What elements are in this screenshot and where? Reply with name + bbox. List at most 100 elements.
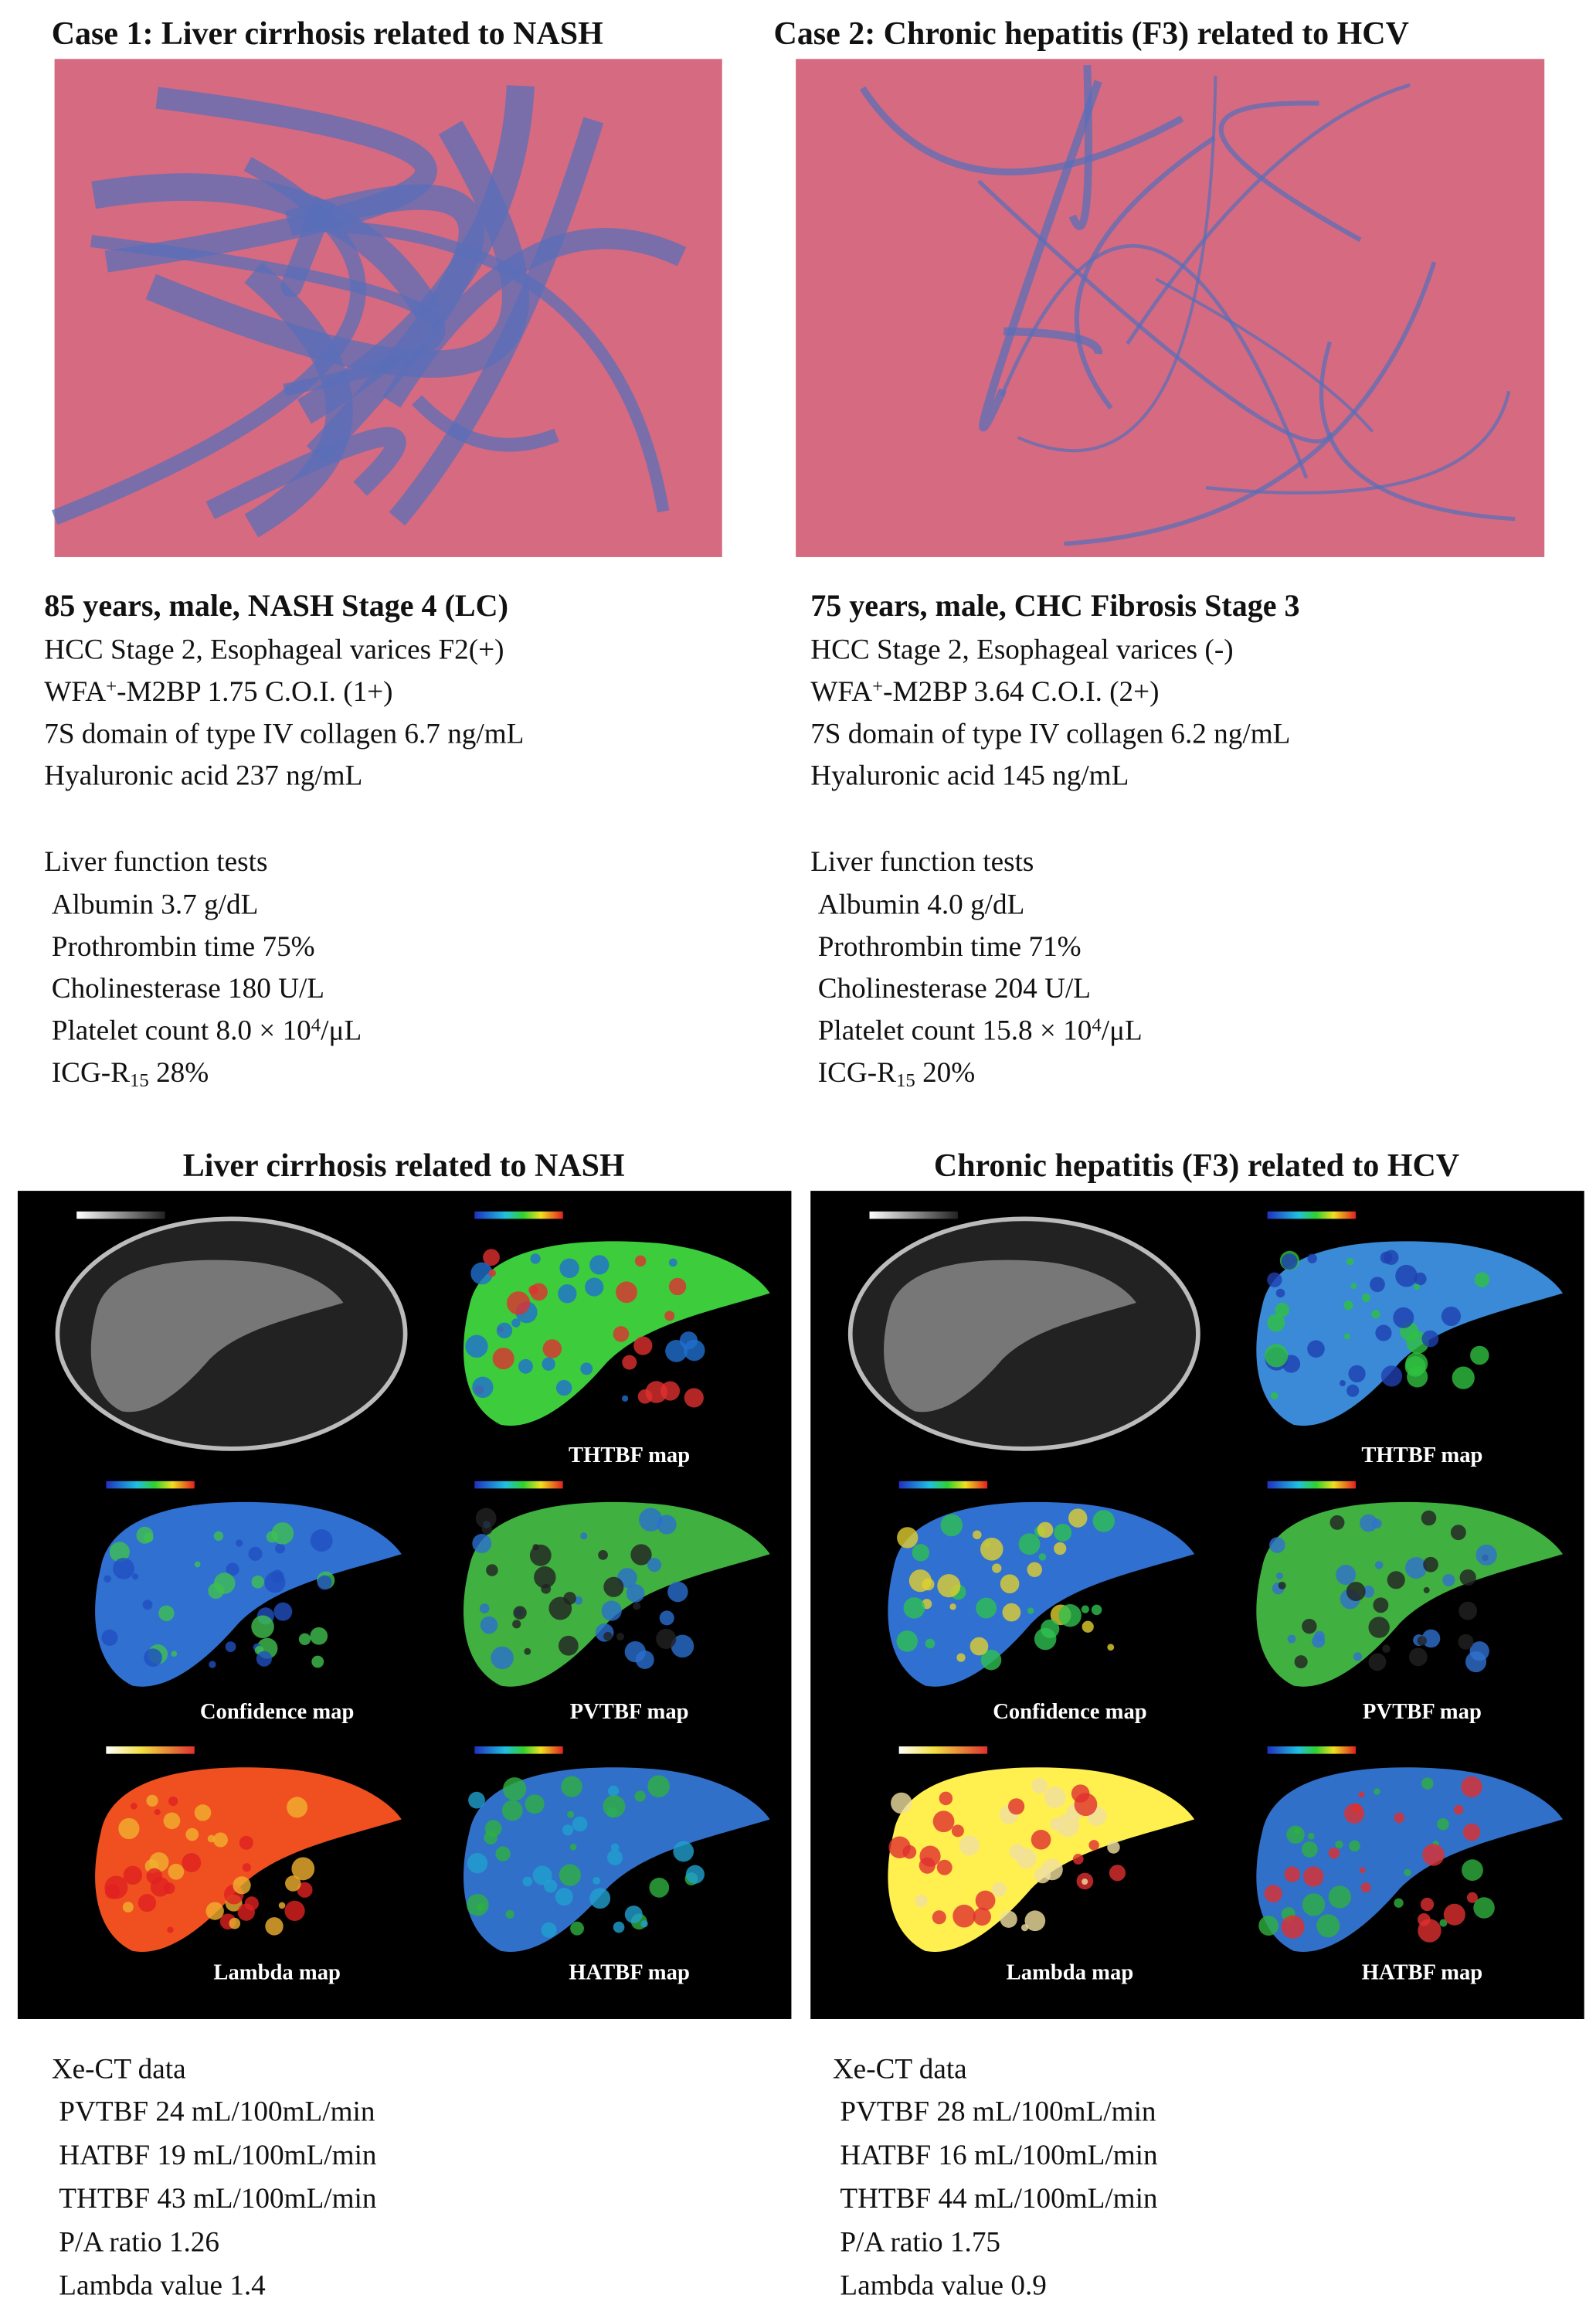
xe-line: PVTBF 28 mL/100mL/min	[840, 2096, 1156, 2128]
map-speckle	[1038, 1553, 1047, 1561]
map-speckle	[603, 1795, 626, 1818]
text-segment: 7S domain of type IV collagen 6.7 ng/mL	[44, 718, 524, 750]
text-segment: -M2BP 3.64 C.O.I. (2+)	[883, 676, 1159, 708]
map-speckle	[168, 1796, 178, 1807]
map-speckle	[168, 1863, 185, 1880]
map-speckle	[1008, 1798, 1025, 1815]
map-speckle	[1301, 1841, 1318, 1858]
map-speckle	[248, 1546, 263, 1561]
map-speckle	[634, 1790, 646, 1802]
map-speckle	[656, 1628, 677, 1649]
map-speckle	[182, 1853, 202, 1872]
text-segment: 4	[311, 1015, 321, 1035]
map-speckle	[467, 1852, 488, 1874]
map-speckle	[1465, 1651, 1487, 1673]
map-speckle	[639, 1508, 663, 1532]
map-speckle	[953, 1904, 976, 1928]
map-speckle	[1349, 1840, 1360, 1852]
map-speckle	[1452, 1366, 1475, 1389]
map-speckle	[1360, 1514, 1377, 1532]
text-segment: WFA	[810, 676, 872, 708]
map-speckle	[903, 1597, 925, 1619]
fibrosis-band	[1003, 327, 1103, 355]
map-speckle	[205, 1902, 224, 1920]
map-label: PVTBF map	[1363, 1700, 1482, 1724]
map-speckle	[932, 1910, 946, 1925]
fibrosis-band	[145, 121, 529, 378]
map-speckle	[1421, 1629, 1441, 1648]
map-speckle	[562, 1824, 574, 1836]
map-speckle	[149, 1852, 169, 1872]
xe-line: HATBF 16 mL/100mL/min	[840, 2140, 1158, 2171]
map-label: HATBF map	[569, 1960, 690, 1984]
case-summary: 75 years, male, CHC Fibrosis Stage 3	[810, 588, 1299, 623]
map-speckle	[532, 1865, 552, 1885]
map-speckle	[1267, 1272, 1282, 1287]
map-speckle	[1380, 1365, 1403, 1387]
map-speckle	[236, 1539, 243, 1547]
map-speckle	[524, 1647, 531, 1655]
map-speckle	[1293, 1827, 1300, 1834]
map-speckle	[1437, 1818, 1449, 1831]
map-speckle	[212, 1832, 228, 1848]
map-speckle	[104, 1875, 128, 1899]
map-speckle	[1031, 1829, 1051, 1850]
text-segment: +	[872, 676, 883, 697]
map-speckle	[213, 1572, 236, 1594]
map-speckle	[1462, 1823, 1481, 1841]
map-speckle	[593, 1876, 601, 1885]
map-speckle	[1278, 1581, 1286, 1589]
map-speckle	[1404, 1356, 1426, 1377]
map-speckle	[1358, 1791, 1365, 1798]
map-speckle	[683, 1339, 705, 1362]
map-speckle	[146, 1794, 158, 1807]
map-colorbar	[474, 1211, 563, 1219]
text-segment: -M2BP 1.75 C.O.I. (1+)	[117, 676, 392, 708]
map-speckle	[1474, 1272, 1490, 1287]
fibrosis-band	[1218, 100, 1362, 243]
map-speckle	[264, 1572, 286, 1593]
map-speckle	[1294, 1655, 1308, 1669]
text-segment: HCC Stage 2, Esophageal varices (-)	[810, 634, 1233, 666]
map-speckle	[465, 1334, 488, 1358]
text-line: WFA+-M2BP 1.75 C.O.I. (1+)	[44, 676, 392, 708]
map-speckle	[237, 1903, 255, 1921]
map-speckle	[969, 1637, 989, 1656]
fibrosis-band	[205, 427, 406, 519]
map-speckle	[1387, 1571, 1405, 1589]
text-line: ICG-R15 28%	[52, 1057, 209, 1091]
map-speckle	[1441, 1306, 1462, 1327]
map-speckle	[1302, 1618, 1317, 1634]
map-speckle	[225, 1641, 236, 1653]
map-label: THTBF map	[569, 1443, 690, 1467]
map-speckle	[580, 1532, 588, 1540]
map-speckle	[194, 1561, 201, 1568]
map-speckle	[483, 1249, 500, 1266]
map-speckle	[475, 1508, 497, 1529]
map-speckle	[1037, 1521, 1054, 1538]
case-summary: 85 years, male, NASH Stage 4 (LC)	[44, 588, 508, 623]
map-speckle	[936, 1859, 953, 1875]
map-speckle	[544, 1879, 558, 1893]
map-label: HATBF map	[1362, 1960, 1483, 1984]
map-speckle	[607, 1785, 620, 1797]
map-speckle	[266, 1531, 278, 1543]
map-speckle	[472, 1376, 494, 1399]
ct-title: Chronic hepatitis (F3) related to HCV	[934, 1148, 1459, 1184]
map-speckle	[501, 1800, 523, 1821]
map-speckle	[486, 1564, 498, 1576]
lft-title: Liver function tests	[44, 846, 267, 878]
map-speckle	[622, 1355, 637, 1370]
map-speckle	[622, 1395, 629, 1402]
map-speckle	[1420, 1897, 1435, 1912]
map-speckle	[561, 1776, 582, 1797]
map-speckle	[975, 1890, 996, 1911]
map-speckle	[467, 1893, 489, 1916]
text-segment: 15	[130, 1070, 149, 1091]
map-speckle	[1316, 1914, 1340, 1938]
map-colorbar	[106, 1746, 195, 1754]
map-speckle	[1329, 1515, 1345, 1530]
map-speckle	[167, 1926, 174, 1933]
map-speckle	[580, 1362, 593, 1375]
map-speckle	[275, 1543, 286, 1554]
